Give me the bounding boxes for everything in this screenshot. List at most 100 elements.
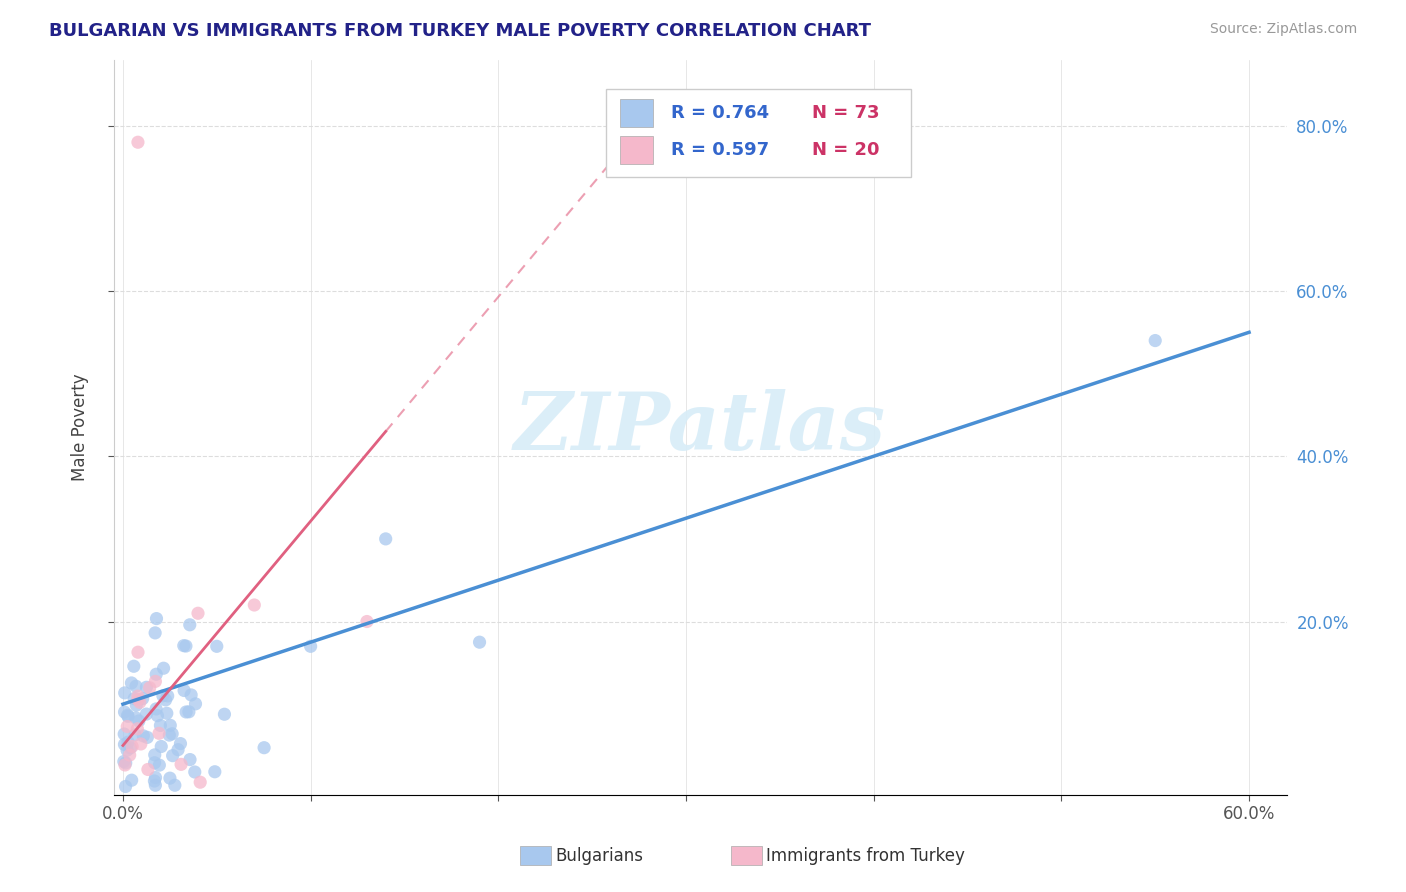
Point [127, 645, 149, 659]
Point [468, 635, 491, 649]
Point [117, 735, 139, 749]
Point [145, 674, 167, 689]
Point [205, 640, 228, 654]
Point [156, 706, 179, 721]
FancyBboxPatch shape [620, 99, 654, 128]
Text: N = 73: N = 73 [811, 104, 879, 122]
Point [132, 729, 155, 743]
Text: R = 0.597: R = 0.597 [671, 141, 769, 159]
Point [120, 740, 142, 755]
Point [169, 737, 191, 751]
Point [145, 667, 167, 681]
Point [124, 728, 146, 742]
Point [129, 737, 152, 751]
Point [179, 753, 201, 767]
Point [145, 771, 167, 785]
Point [146, 708, 169, 723]
Point [114, 686, 136, 700]
Point [135, 707, 157, 722]
Point [159, 718, 181, 732]
Point [180, 688, 202, 702]
Point [177, 705, 200, 719]
Point [148, 758, 170, 772]
Point [114, 780, 136, 794]
Point [125, 698, 148, 713]
Point [156, 689, 179, 703]
Point [159, 771, 181, 785]
Point [148, 726, 170, 740]
Point [117, 709, 139, 723]
FancyBboxPatch shape [606, 89, 911, 178]
Point [149, 718, 172, 732]
Text: R = 0.764: R = 0.764 [671, 104, 769, 122]
Text: Immigrants from Turkey: Immigrants from Turkey [766, 847, 965, 865]
Point [160, 727, 183, 741]
Point [184, 697, 207, 711]
Point [112, 755, 135, 769]
Point [117, 708, 139, 723]
Point [114, 756, 136, 770]
Point [152, 689, 174, 703]
Point [135, 681, 157, 695]
Point [128, 714, 150, 728]
Point [121, 773, 143, 788]
Point [143, 774, 166, 789]
Point [114, 758, 136, 772]
Point [1144, 334, 1167, 348]
Y-axis label: Male Poverty: Male Poverty [72, 374, 89, 481]
Point [136, 731, 159, 745]
Point [112, 727, 135, 741]
Point [131, 691, 153, 706]
Text: Source: ZipAtlas.com: Source: ZipAtlas.com [1209, 22, 1357, 37]
Point [162, 748, 184, 763]
Point [173, 683, 195, 698]
Point [121, 739, 143, 754]
Point [155, 693, 177, 707]
Point [127, 722, 149, 736]
FancyBboxPatch shape [620, 136, 654, 164]
Point [188, 775, 211, 789]
Point [145, 702, 167, 716]
Point [136, 763, 159, 777]
Point [184, 764, 207, 779]
Point [143, 626, 166, 640]
Text: N = 20: N = 20 [811, 141, 879, 159]
Point [145, 611, 167, 625]
Point [127, 689, 149, 703]
Point [253, 740, 276, 755]
Point [145, 778, 167, 792]
Point [125, 679, 148, 693]
Point [122, 659, 145, 673]
Point [299, 640, 322, 654]
Point [214, 707, 236, 722]
Point [187, 607, 209, 621]
Point [128, 695, 150, 709]
Point [167, 742, 190, 756]
Point [114, 738, 136, 752]
Point [127, 135, 149, 149]
Point [138, 681, 160, 695]
Point [163, 778, 186, 792]
Point [243, 598, 266, 612]
Point [179, 617, 201, 632]
Point [356, 615, 378, 629]
Point [157, 728, 180, 742]
Point [204, 764, 226, 779]
Point [174, 705, 197, 719]
Point [170, 757, 193, 772]
Point [120, 676, 142, 690]
Point [143, 747, 166, 762]
Point [174, 639, 197, 653]
Text: BULGARIAN VS IMMIGRANTS FROM TURKEY MALE POVERTY CORRELATION CHART: BULGARIAN VS IMMIGRANTS FROM TURKEY MALE… [49, 22, 872, 40]
Point [118, 747, 141, 762]
Point [115, 743, 138, 757]
Point [374, 532, 396, 546]
Point [127, 692, 149, 706]
Point [125, 711, 148, 725]
Point [173, 639, 195, 653]
Point [122, 691, 145, 706]
Point [114, 705, 136, 719]
Point [152, 661, 174, 675]
Text: ZIPatlas: ZIPatlas [515, 389, 886, 467]
Point [143, 756, 166, 770]
